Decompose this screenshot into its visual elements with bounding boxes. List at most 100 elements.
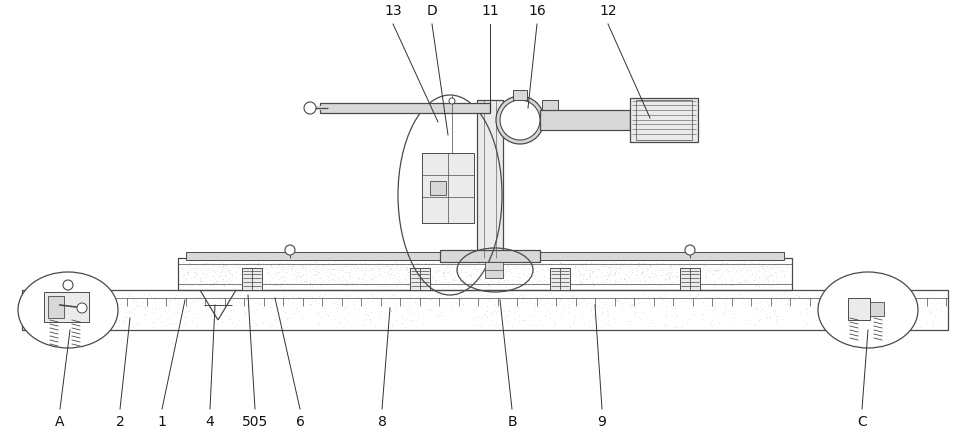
Point — [422, 275, 438, 282]
Point — [407, 298, 422, 305]
Circle shape — [77, 303, 87, 313]
Point — [470, 312, 485, 319]
Point — [162, 298, 177, 305]
Point — [629, 268, 644, 275]
Point — [384, 274, 399, 281]
Point — [742, 266, 758, 273]
Point — [926, 312, 942, 319]
Point — [409, 278, 424, 285]
Point — [277, 308, 293, 315]
Point — [164, 320, 179, 327]
Point — [698, 268, 713, 275]
Point — [720, 268, 735, 275]
Point — [725, 297, 740, 304]
Point — [327, 315, 342, 323]
Point — [654, 260, 670, 268]
Point — [347, 312, 362, 319]
Point — [621, 278, 637, 285]
Point — [207, 312, 223, 319]
Point — [655, 320, 671, 327]
Point — [329, 320, 345, 327]
Point — [624, 266, 640, 273]
Point — [110, 309, 126, 316]
Point — [55, 296, 71, 303]
Point — [675, 271, 691, 279]
Point — [389, 276, 404, 283]
Point — [622, 302, 638, 309]
Point — [485, 263, 501, 270]
Point — [695, 311, 710, 318]
Point — [179, 276, 195, 283]
Point — [60, 292, 76, 299]
Point — [760, 268, 775, 275]
Point — [480, 282, 495, 289]
Point — [663, 264, 678, 271]
Point — [381, 267, 396, 274]
Point — [233, 303, 248, 310]
Point — [198, 280, 213, 287]
Point — [754, 280, 769, 287]
Point — [907, 316, 922, 323]
Point — [249, 261, 265, 268]
Point — [665, 261, 680, 268]
Point — [260, 269, 275, 276]
Point — [416, 271, 431, 278]
Point — [268, 260, 284, 267]
Point — [812, 305, 828, 312]
Point — [206, 280, 222, 287]
Point — [298, 279, 314, 286]
Point — [339, 301, 355, 308]
Point — [380, 269, 395, 276]
Point — [901, 317, 917, 324]
Point — [217, 272, 233, 279]
Point — [730, 292, 745, 299]
Point — [400, 271, 416, 279]
Point — [174, 271, 190, 279]
Point — [658, 313, 673, 320]
Circle shape — [63, 280, 73, 290]
Point — [516, 294, 532, 301]
Point — [767, 271, 783, 278]
Point — [302, 279, 318, 286]
Point — [758, 311, 773, 318]
Point — [398, 266, 414, 273]
Point — [286, 304, 301, 311]
Point — [725, 282, 740, 289]
Point — [526, 269, 542, 276]
Point — [922, 306, 938, 313]
Point — [672, 281, 687, 288]
Point — [533, 313, 548, 320]
Point — [100, 300, 115, 307]
Point — [220, 268, 235, 275]
Point — [524, 281, 540, 288]
Point — [321, 276, 336, 283]
Point — [281, 314, 297, 321]
Point — [295, 264, 310, 271]
Point — [203, 282, 218, 289]
Point — [263, 263, 278, 270]
Point — [843, 307, 859, 314]
Point — [255, 312, 270, 319]
Point — [573, 260, 588, 267]
Point — [402, 292, 418, 299]
Point — [706, 280, 722, 287]
Point — [166, 295, 181, 302]
Point — [787, 313, 802, 320]
Point — [621, 278, 637, 285]
Point — [576, 278, 591, 285]
Point — [230, 261, 245, 268]
Point — [216, 305, 232, 312]
Point — [322, 267, 337, 274]
Point — [780, 297, 796, 304]
Point — [877, 302, 892, 309]
Point — [785, 296, 800, 303]
Point — [516, 292, 531, 299]
Point — [228, 275, 243, 282]
Point — [344, 278, 359, 285]
Point — [304, 271, 320, 279]
Point — [81, 305, 97, 312]
Point — [204, 280, 220, 287]
Point — [585, 312, 601, 319]
Point — [877, 313, 892, 320]
Point — [584, 312, 600, 319]
